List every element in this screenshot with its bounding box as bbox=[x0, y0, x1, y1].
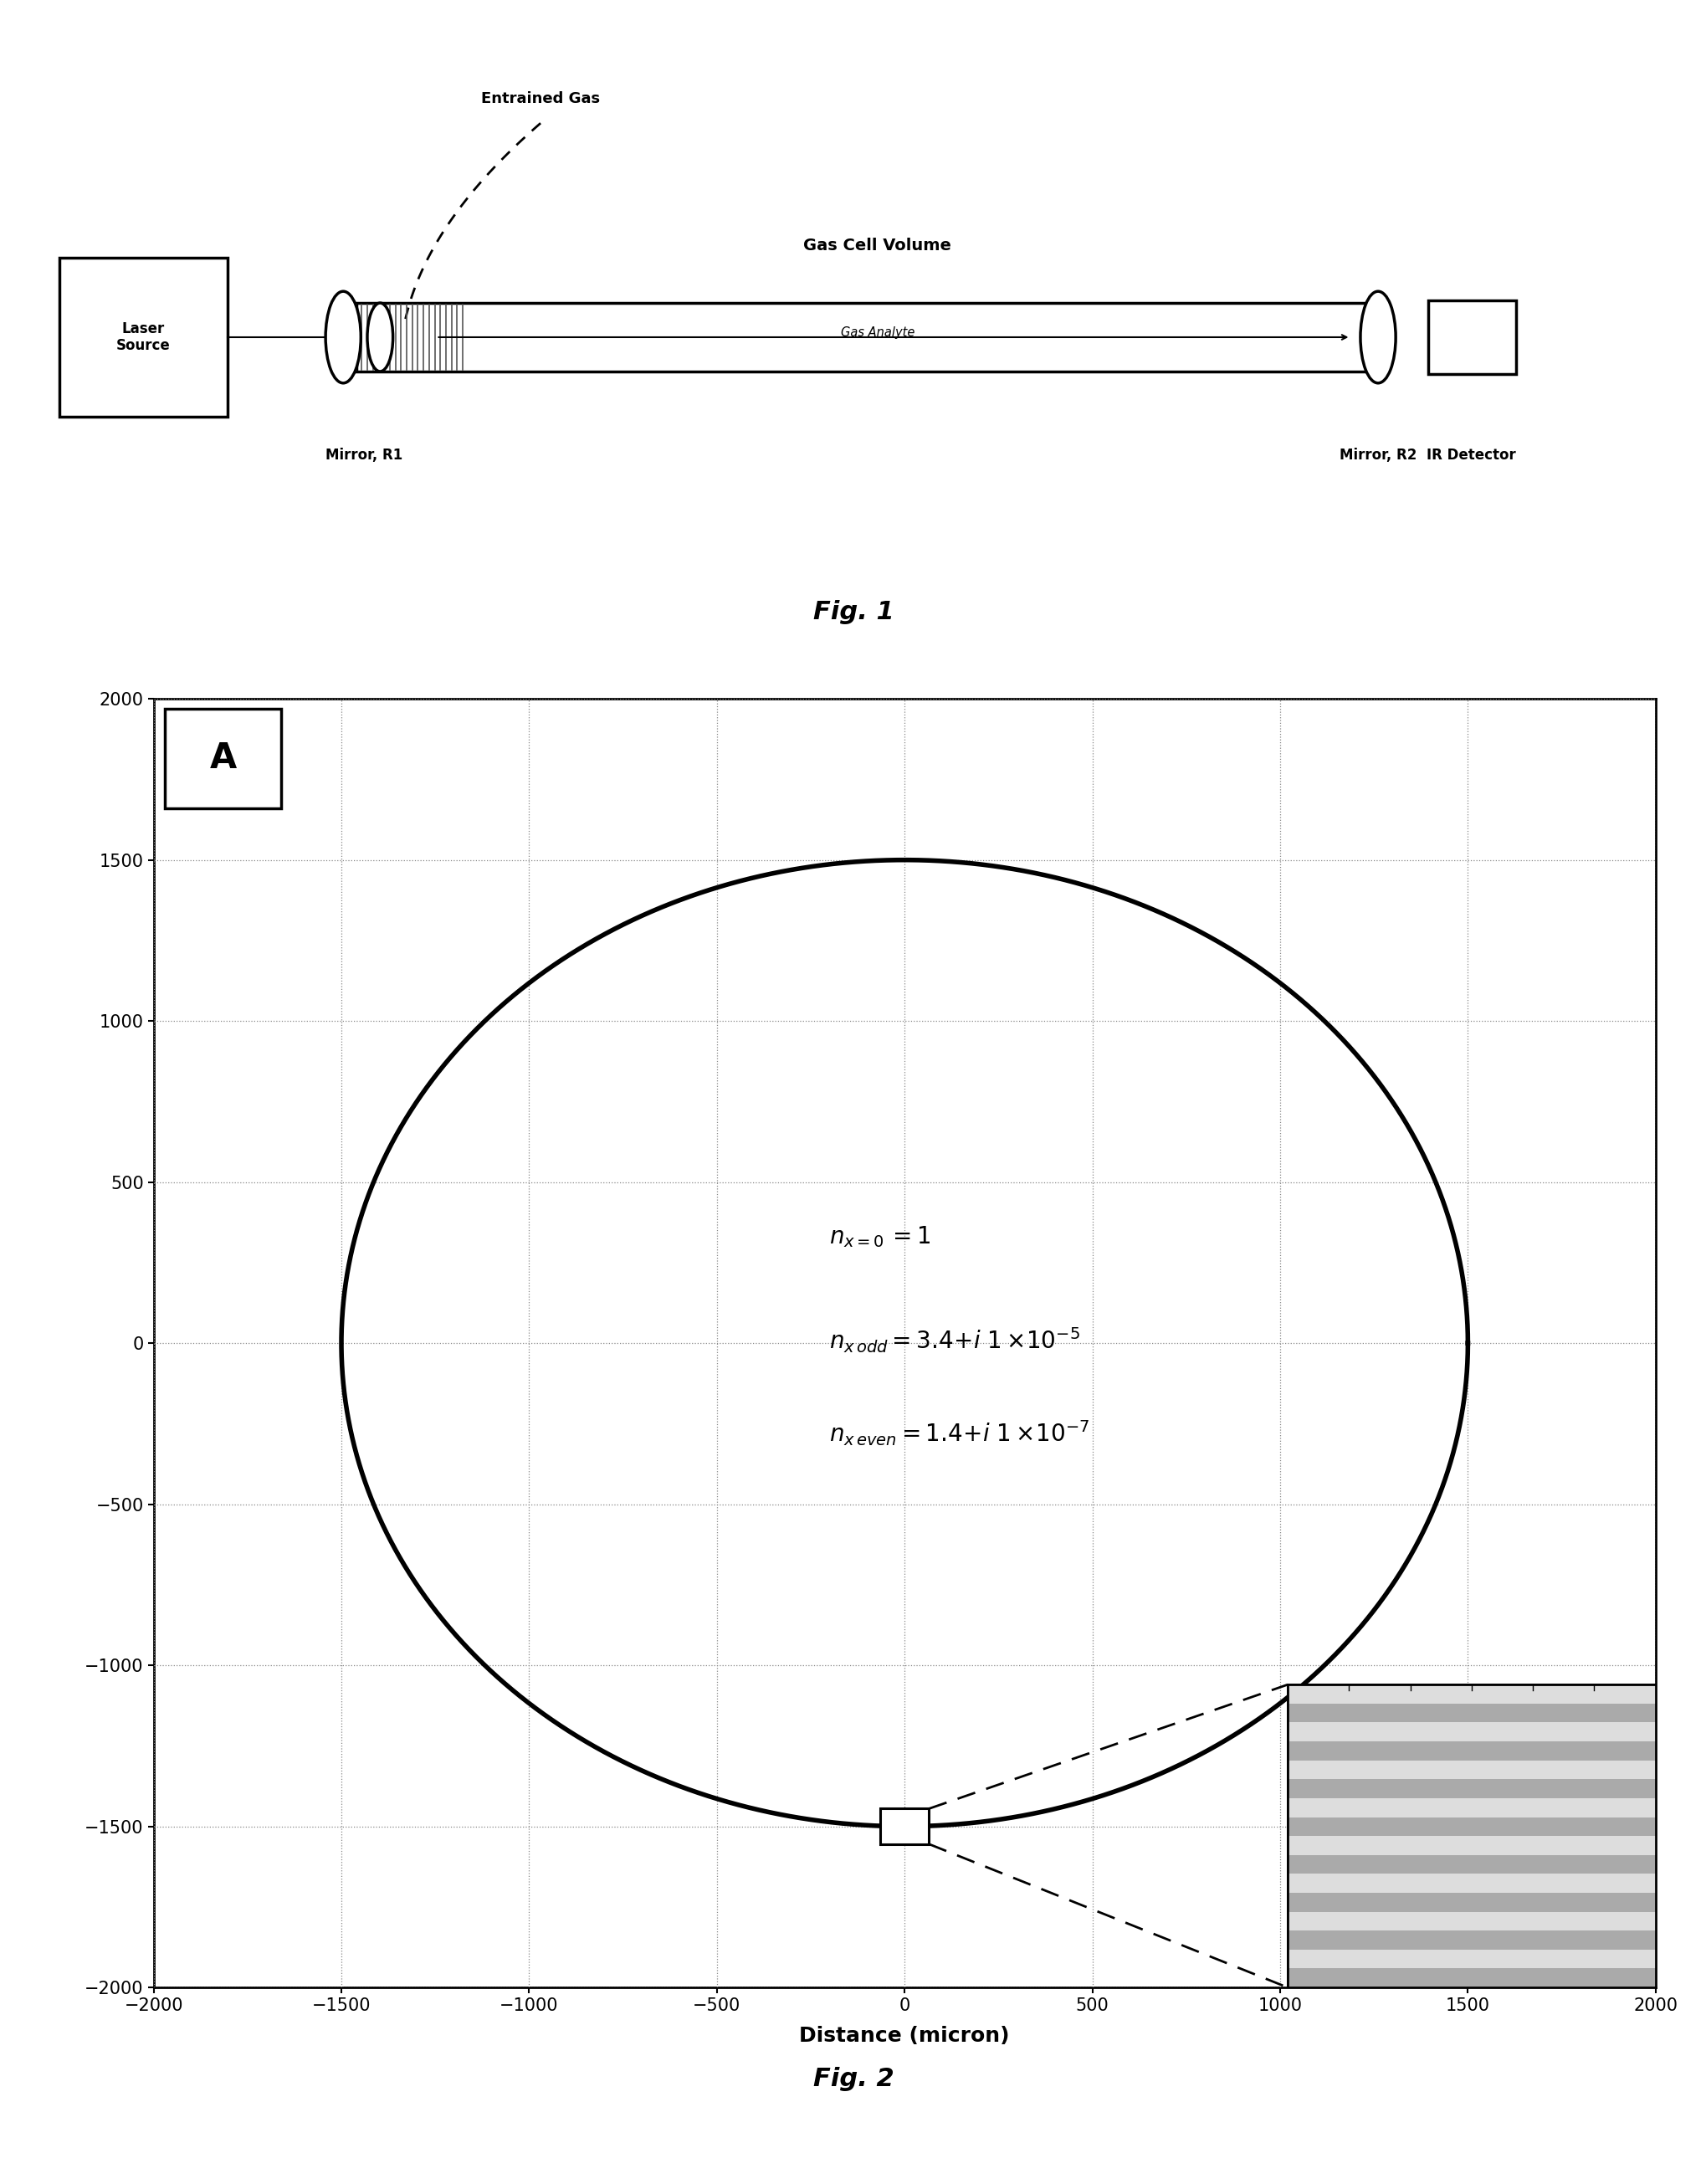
Bar bbox=[1286, 1837, 1655, 1854]
Ellipse shape bbox=[367, 304, 392, 371]
Bar bbox=[1286, 1911, 1655, 1931]
Bar bbox=[1286, 1931, 1655, 1950]
Text: $n_{x\,odd}=3.4\!+\!i\;1\times\!10^{-5}$: $n_{x\,odd}=3.4\!+\!i\;1\times\!10^{-5}$ bbox=[829, 1326, 1080, 1354]
Ellipse shape bbox=[326, 290, 360, 382]
Bar bbox=[1428, 301, 1515, 373]
Bar bbox=[1286, 1760, 1655, 1780]
Bar bbox=[357, 304, 1367, 371]
Bar bbox=[1286, 1968, 1655, 1987]
Bar bbox=[60, 258, 227, 417]
Bar bbox=[1286, 1950, 1655, 1968]
X-axis label: Distance (micron): Distance (micron) bbox=[798, 2027, 1010, 2046]
Bar bbox=[165, 708, 281, 808]
Bar bbox=[1286, 1780, 1655, 1797]
Text: Gas Analyte: Gas Analyte bbox=[839, 325, 914, 339]
Text: Laser
Source: Laser Source bbox=[116, 321, 171, 354]
Bar bbox=[1286, 1817, 1655, 1837]
Bar bbox=[1286, 1797, 1655, 1817]
Text: $n_{x\,even}=1.4\!+\!i\;1\times\!10^{-7}$: $n_{x\,even}=1.4\!+\!i\;1\times\!10^{-7}… bbox=[829, 1420, 1088, 1448]
Ellipse shape bbox=[1360, 290, 1396, 382]
Text: A: A bbox=[210, 740, 237, 775]
Bar bbox=[1286, 1684, 1655, 1987]
Text: Mirror, R2: Mirror, R2 bbox=[1339, 448, 1416, 463]
Text: IR Detector: IR Detector bbox=[1426, 448, 1515, 463]
Text: Mirror, R1: Mirror, R1 bbox=[326, 448, 403, 463]
Bar bbox=[1286, 1704, 1655, 1723]
Bar bbox=[1286, 1874, 1655, 1894]
Bar bbox=[1286, 1854, 1655, 1874]
Bar bbox=[1286, 1684, 1655, 1987]
Bar bbox=[1286, 1723, 1655, 1741]
Text: $n_{x=0}\,=1$: $n_{x=0}\,=1$ bbox=[829, 1225, 931, 1249]
Text: Gas Cell Volume: Gas Cell Volume bbox=[804, 238, 950, 253]
Bar bbox=[1286, 1741, 1655, 1760]
Bar bbox=[1286, 1894, 1655, 1911]
Bar bbox=[1286, 1684, 1655, 1704]
Text: Fig. 2: Fig. 2 bbox=[812, 2066, 894, 2092]
Text: Entrained Gas: Entrained Gas bbox=[481, 92, 601, 107]
Bar bbox=[880, 1808, 928, 1843]
Text: Fig. 1: Fig. 1 bbox=[812, 601, 894, 625]
